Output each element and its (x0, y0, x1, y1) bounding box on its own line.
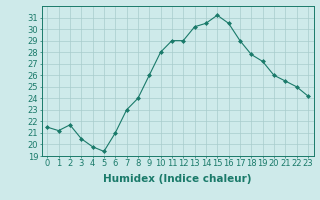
X-axis label: Humidex (Indice chaleur): Humidex (Indice chaleur) (103, 174, 252, 184)
